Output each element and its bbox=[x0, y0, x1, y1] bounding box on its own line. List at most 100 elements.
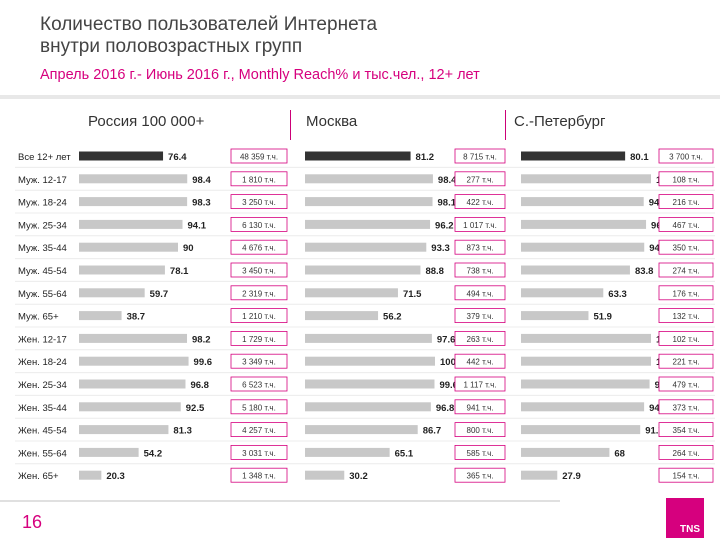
count-label: 479 т.ч. bbox=[673, 381, 700, 390]
page-title: Количество пользователей Интернета внутр… bbox=[40, 14, 377, 58]
bar bbox=[521, 356, 651, 366]
bar-value-label: 63.3 bbox=[608, 289, 627, 300]
count-box bbox=[454, 148, 506, 164]
bar-value-label: 99.6 bbox=[439, 380, 458, 391]
count-box bbox=[230, 194, 288, 210]
bar-value-label: 93.3 bbox=[431, 243, 450, 254]
count-box bbox=[230, 285, 288, 301]
bar bbox=[79, 356, 189, 366]
count-box bbox=[230, 399, 288, 415]
title-line-1: Количество пользователей Интернета bbox=[40, 14, 378, 35]
bar-value-label: 98.3 bbox=[192, 198, 211, 209]
bar bbox=[79, 151, 164, 161]
count-label: 1 729 т.ч. bbox=[242, 335, 276, 344]
count-box bbox=[658, 399, 714, 415]
count-label: 274 т.ч. bbox=[673, 267, 700, 276]
category-label: Муж. 18-24 bbox=[18, 198, 67, 209]
bar bbox=[521, 219, 647, 229]
bar bbox=[79, 288, 145, 298]
category-label: Жен. 25-34 bbox=[18, 380, 67, 391]
count-label: 154 т.ч. bbox=[673, 472, 700, 481]
count-box bbox=[454, 467, 506, 483]
bar-value-label: 30.2 bbox=[349, 471, 368, 482]
count-box bbox=[454, 262, 506, 278]
bar-value-label: 96.8 bbox=[436, 403, 455, 414]
bar bbox=[305, 197, 433, 207]
count-label: 354 т.ч. bbox=[673, 426, 700, 435]
count-label: 3 250 т.ч. bbox=[242, 198, 276, 207]
bar bbox=[521, 242, 645, 252]
count-box bbox=[658, 285, 714, 301]
bar-value-label: 94.4 bbox=[649, 198, 668, 209]
bar-value-label: 98.1 bbox=[438, 198, 457, 209]
bar-value-label: 68 bbox=[614, 448, 625, 459]
count-box bbox=[230, 330, 288, 346]
bar bbox=[521, 311, 589, 321]
bar-value-label: 90 bbox=[183, 243, 194, 254]
bar-value-label: 78.1 bbox=[170, 266, 189, 277]
bar bbox=[305, 470, 345, 480]
count-label: 873 т.ч. bbox=[467, 244, 494, 253]
bar bbox=[521, 447, 610, 457]
count-box bbox=[454, 308, 506, 324]
count-label: 8 715 т.ч. bbox=[463, 153, 497, 162]
count-label: 108 т.ч. bbox=[673, 175, 700, 184]
bar-value-label: 54.2 bbox=[144, 448, 163, 459]
bar-value-label: 81.2 bbox=[416, 152, 435, 163]
count-box bbox=[658, 262, 714, 278]
count-label: 494 т.ч. bbox=[467, 289, 494, 298]
bar-value-label: 20.3 bbox=[106, 471, 125, 482]
count-box bbox=[658, 422, 714, 438]
bar-value-label: 99.6 bbox=[194, 357, 213, 368]
count-label: 1 810 т.ч. bbox=[242, 175, 276, 184]
bar bbox=[79, 425, 169, 435]
bar bbox=[305, 311, 379, 321]
bar bbox=[305, 219, 431, 229]
title-line-2: внутри половозрастных групп bbox=[40, 36, 303, 57]
bar bbox=[521, 333, 651, 343]
count-label: 467 т.ч. bbox=[673, 221, 700, 230]
count-label: 422 т.ч. bbox=[467, 198, 494, 207]
count-box bbox=[454, 171, 506, 187]
count-box bbox=[230, 171, 288, 187]
bar bbox=[521, 288, 604, 298]
category-label: Жен. 55-64 bbox=[18, 448, 67, 459]
bar-value-label: 81.3 bbox=[173, 426, 192, 437]
count-box bbox=[454, 422, 506, 438]
count-label: 1 017 т.ч. bbox=[463, 221, 497, 230]
bar-value-label: 88.8 bbox=[425, 266, 444, 277]
count-box bbox=[230, 262, 288, 278]
bar bbox=[521, 151, 626, 161]
count-label: 216 т.ч. bbox=[673, 198, 700, 207]
bar-value-label: 94.8 bbox=[649, 243, 668, 254]
logo-text: TNS bbox=[680, 524, 700, 535]
count-box bbox=[230, 308, 288, 324]
bar bbox=[79, 470, 102, 480]
bar bbox=[305, 379, 435, 389]
bar bbox=[305, 333, 432, 343]
category-label: Муж. 12-17 bbox=[18, 175, 67, 186]
category-label: Жен. 12-17 bbox=[18, 334, 67, 345]
count-box bbox=[658, 444, 714, 460]
bar-value-label: 76.4 bbox=[168, 152, 187, 163]
bar bbox=[79, 311, 122, 321]
bar-value-label: 94.1 bbox=[188, 220, 207, 231]
category-label: Муж. 35-44 bbox=[18, 243, 67, 254]
bar-value-label: 86.7 bbox=[423, 426, 442, 437]
count-label: 3 700 т.ч. bbox=[669, 153, 703, 162]
bar bbox=[521, 470, 558, 480]
count-label: 373 т.ч. bbox=[673, 403, 700, 412]
tns-logo: TNS bbox=[666, 498, 704, 538]
bar-value-label: 98.4 bbox=[192, 175, 211, 186]
count-label: 365 т.ч. bbox=[467, 472, 494, 481]
bar bbox=[521, 197, 644, 207]
bar-value-label: 92.5 bbox=[186, 403, 205, 414]
count-label: 6 130 т.ч. bbox=[242, 221, 276, 230]
bar-value-label: 71.5 bbox=[403, 289, 422, 300]
count-box bbox=[230, 239, 288, 255]
category-label: Муж. 65+ bbox=[18, 312, 59, 323]
category-label: Муж. 55-64 bbox=[18, 289, 67, 300]
count-label: 3 349 т.ч. bbox=[242, 358, 276, 367]
count-box bbox=[658, 353, 714, 369]
